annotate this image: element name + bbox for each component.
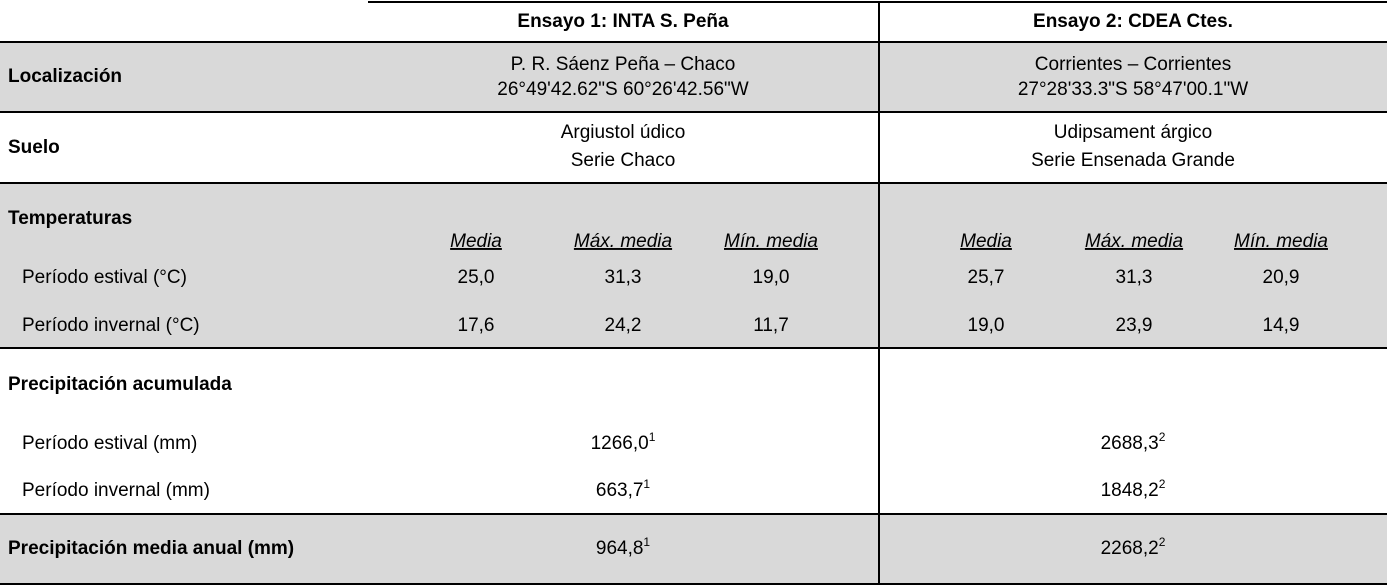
cell: 14,9: [1263, 315, 1300, 336]
cell-line: 26°49'42.62"S 60°26'42.56"W: [497, 79, 749, 100]
cell-line: Serie Ensenada Grande: [1031, 150, 1235, 171]
cell: 19,0: [968, 315, 1005, 336]
cell-line: Serie Chaco: [571, 150, 676, 171]
footnote-mark: 1: [643, 477, 650, 491]
cell: 25,0: [458, 267, 495, 288]
cell: 24,2: [605, 315, 642, 336]
row-label: Precipitación acumulada: [8, 374, 232, 395]
footnote-mark: 2: [1159, 477, 1166, 491]
value: 2688,3: [1101, 433, 1159, 454]
cell: 1848,22: [1101, 477, 1166, 501]
row-label: Suelo: [8, 137, 60, 158]
sub-header: Media: [450, 231, 502, 252]
value: 1848,2: [1101, 480, 1159, 501]
footnote-mark: 2: [1159, 535, 1166, 549]
sub-header: Máx. media: [1085, 231, 1183, 252]
value: 1266,0: [591, 433, 649, 454]
row-shade: [0, 42, 1387, 112]
row-shade: [0, 183, 1387, 348]
sub-header: Media: [960, 231, 1012, 252]
cell: 19,0: [753, 267, 790, 288]
footnote-mark: 1: [649, 430, 656, 444]
row-shade: [0, 514, 1387, 584]
value: 964,8: [596, 538, 644, 559]
cell: 31,3: [605, 267, 642, 288]
cell: 964,81: [596, 535, 651, 559]
cell-line: Udipsament árgico: [1054, 122, 1212, 143]
column-header: Ensayo 1: INTA S. Peña: [517, 11, 729, 32]
cell: 1266,01: [591, 430, 656, 454]
cell-line: Corrientes – Corrientes: [1035, 54, 1231, 75]
footnote-mark: 2: [1159, 430, 1166, 444]
sub-header: Mín. media: [724, 231, 818, 252]
cell: 25,7: [968, 267, 1005, 288]
column-header: Ensayo 2: CDEA Ctes.: [1033, 11, 1233, 32]
cell: 663,71: [596, 477, 651, 501]
sub-header: Mín. media: [1234, 231, 1328, 252]
row-label: Localización: [8, 66, 122, 87]
cell-line: Argiustol údico: [561, 122, 686, 143]
cell-line: P. R. Sáenz Peña – Chaco: [511, 54, 736, 75]
cell: 2688,32: [1101, 430, 1166, 454]
row-label: Precipitación media anual (mm): [8, 538, 294, 559]
row-label: Período estival (mm): [22, 433, 197, 454]
value: 663,7: [596, 480, 644, 501]
sub-header: Máx. media: [574, 231, 672, 252]
cell: 31,3: [1116, 267, 1153, 288]
cell: 23,9: [1116, 315, 1153, 336]
footnote-mark: 1: [643, 535, 650, 549]
cell: 20,9: [1263, 267, 1300, 288]
cell: 2268,22: [1101, 535, 1166, 559]
row-label: Período estival (°C): [22, 267, 187, 288]
value: 2268,2: [1101, 538, 1159, 559]
cell-line: 27°28'33.3"S 58°47'00.1"W: [1018, 79, 1248, 100]
cell: 11,7: [753, 315, 789, 336]
row-label: Temperaturas: [8, 208, 132, 229]
row-label: Período invernal (°C): [22, 315, 200, 336]
row-label: Período invernal (mm): [22, 480, 210, 501]
cell: 17,6: [458, 315, 495, 336]
